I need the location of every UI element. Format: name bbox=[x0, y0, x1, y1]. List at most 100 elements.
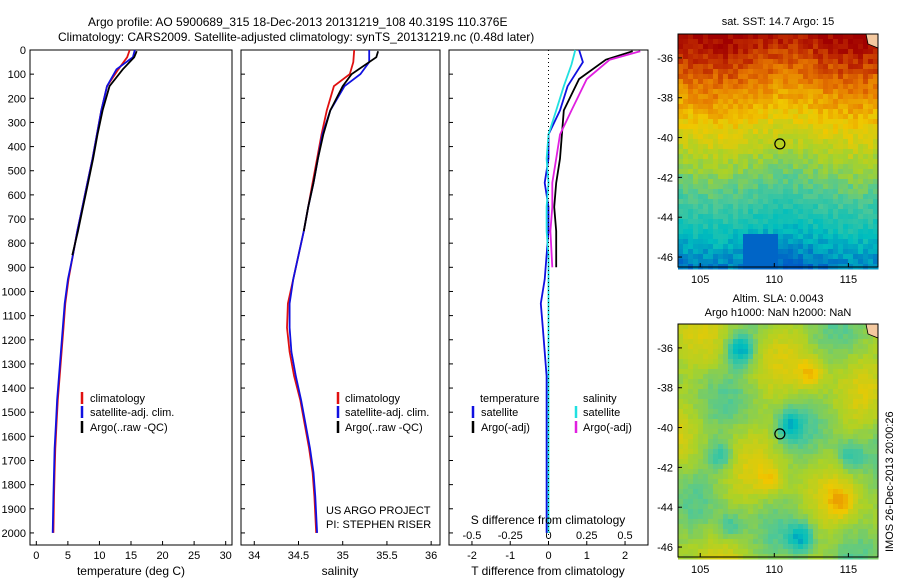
map-cell bbox=[848, 129, 854, 135]
map-cell bbox=[853, 369, 859, 375]
map-cell bbox=[863, 74, 869, 80]
map-cell bbox=[783, 164, 789, 170]
map-cell bbox=[758, 69, 764, 75]
map-cell bbox=[738, 204, 744, 210]
map-cell bbox=[758, 504, 764, 510]
map-cell bbox=[848, 199, 854, 205]
map-cell bbox=[693, 364, 699, 370]
map-cell bbox=[683, 69, 689, 75]
map-cell bbox=[843, 549, 849, 555]
map-cell bbox=[818, 69, 824, 75]
map-cell bbox=[843, 189, 849, 195]
map-cell bbox=[843, 184, 849, 190]
map-cell bbox=[758, 409, 764, 415]
map-cell bbox=[833, 99, 839, 105]
map-cell bbox=[763, 179, 769, 185]
map-cell bbox=[768, 514, 774, 520]
map-cell bbox=[723, 469, 729, 475]
map-cell bbox=[753, 109, 759, 115]
map-cell bbox=[703, 524, 709, 530]
map-cell bbox=[798, 354, 804, 360]
map-cell bbox=[783, 229, 789, 235]
map-cell bbox=[818, 94, 824, 100]
map-cell bbox=[768, 339, 774, 345]
map-cell bbox=[738, 519, 744, 525]
map-cell bbox=[723, 194, 729, 200]
map-cell bbox=[728, 544, 734, 550]
map-cell bbox=[733, 324, 739, 330]
map-cell bbox=[738, 159, 744, 165]
map-cell bbox=[703, 179, 709, 185]
map-cell bbox=[858, 164, 864, 170]
map-cell bbox=[723, 54, 729, 60]
map-cell bbox=[718, 114, 724, 120]
map-cell bbox=[818, 544, 824, 550]
map-cell bbox=[803, 39, 809, 45]
map-cell bbox=[708, 359, 714, 365]
map-cell bbox=[853, 384, 859, 390]
map-cell bbox=[803, 194, 809, 200]
map-cell bbox=[823, 114, 829, 120]
map-cell bbox=[863, 549, 869, 555]
map-cell bbox=[858, 424, 864, 430]
map-cell bbox=[678, 239, 684, 245]
map-cell bbox=[768, 454, 774, 460]
map-cell bbox=[683, 189, 689, 195]
map-cell bbox=[708, 474, 714, 480]
map-cell bbox=[763, 109, 769, 115]
map-cell bbox=[688, 509, 694, 515]
map-cell bbox=[863, 99, 869, 105]
map-cell bbox=[838, 79, 844, 85]
map-cell bbox=[753, 449, 759, 455]
map-cell bbox=[818, 219, 824, 225]
map-cell bbox=[758, 159, 764, 165]
map-cell bbox=[678, 439, 684, 445]
map-cell bbox=[738, 84, 744, 90]
map-cell bbox=[838, 494, 844, 500]
map-cell bbox=[738, 69, 744, 75]
map-cell bbox=[858, 109, 864, 115]
map-cell bbox=[808, 354, 814, 360]
map-cell bbox=[798, 139, 804, 145]
map-cell bbox=[773, 224, 779, 230]
map-cell bbox=[783, 509, 789, 515]
map-cell bbox=[843, 474, 849, 480]
map-cell bbox=[693, 204, 699, 210]
map-cell bbox=[683, 139, 689, 145]
map-cell bbox=[793, 504, 799, 510]
map-cell bbox=[833, 34, 839, 40]
map-cell bbox=[798, 134, 804, 140]
map-cell bbox=[678, 154, 684, 160]
map-cell bbox=[843, 244, 849, 250]
map-cell bbox=[758, 204, 764, 210]
map-cell bbox=[778, 389, 784, 395]
map-cell bbox=[793, 449, 799, 455]
map-cell bbox=[688, 209, 694, 215]
map-cell bbox=[798, 444, 804, 450]
map-cell bbox=[813, 184, 819, 190]
map-cell bbox=[763, 449, 769, 455]
map-cell bbox=[678, 349, 684, 355]
map-cell bbox=[858, 459, 864, 465]
map-cell bbox=[803, 334, 809, 340]
map-cell bbox=[823, 164, 829, 170]
map-cell bbox=[748, 324, 754, 330]
map-cell bbox=[773, 539, 779, 545]
map-cell bbox=[858, 444, 864, 450]
map-cell bbox=[773, 469, 779, 475]
map-cell bbox=[868, 339, 874, 345]
map-cell bbox=[723, 139, 729, 145]
map-cell bbox=[803, 94, 809, 100]
map-cell bbox=[723, 349, 729, 355]
map-cell bbox=[803, 89, 809, 95]
map-cell bbox=[863, 409, 869, 415]
map-cell bbox=[818, 459, 824, 465]
map-cell bbox=[793, 389, 799, 395]
map-cell bbox=[738, 364, 744, 370]
map-cell bbox=[758, 389, 764, 395]
map-cell bbox=[823, 194, 829, 200]
map-cell bbox=[873, 459, 879, 465]
map-cell bbox=[728, 129, 734, 135]
map-cell bbox=[748, 459, 754, 465]
map-cell bbox=[808, 494, 814, 500]
